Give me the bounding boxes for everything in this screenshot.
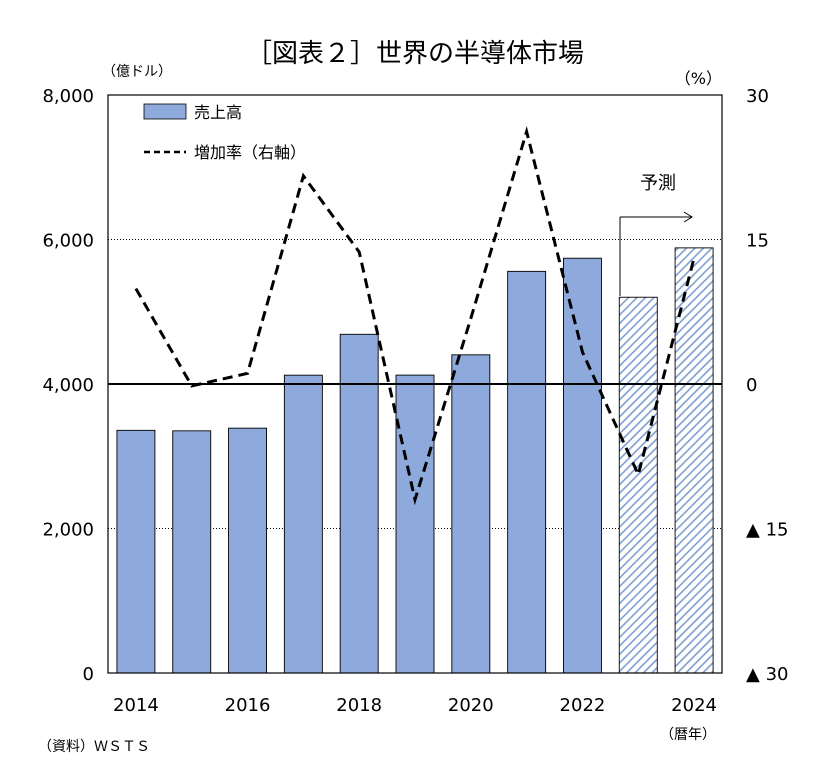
bar bbox=[395, 374, 435, 674]
bar bbox=[507, 270, 547, 674]
legend-label-growth: 増加率（右軸） bbox=[194, 143, 306, 162]
left-tick-label: 4,000 bbox=[42, 375, 94, 396]
x-tick-label: 2024 bbox=[671, 695, 717, 716]
forecast-marker: 予測 bbox=[619, 173, 693, 296]
bar-layer bbox=[116, 247, 714, 674]
bar-forecast bbox=[674, 247, 714, 674]
bar bbox=[228, 427, 267, 674]
forecast-arrow-head-icon bbox=[683, 211, 693, 223]
left-tick-label: 0 bbox=[83, 664, 94, 685]
legend-label-sales: 売上高 bbox=[194, 103, 242, 122]
x-tick-label: 2014 bbox=[113, 695, 159, 716]
bar bbox=[451, 354, 491, 674]
bar bbox=[563, 257, 602, 674]
bar bbox=[116, 429, 156, 674]
left-axis-unit: （億ドル） bbox=[102, 64, 172, 80]
bar bbox=[339, 333, 379, 674]
chart-title: ［図表２］世界の半導体市場 bbox=[246, 39, 584, 69]
bar bbox=[283, 374, 323, 674]
bar-forecast bbox=[618, 296, 658, 674]
x-tick-label: 2016 bbox=[225, 695, 271, 716]
source-note: （資料）ＷＳＴＳ bbox=[38, 739, 150, 755]
left-axis-ticks: 0 2,000 4,000 6,000 8,000 bbox=[42, 86, 94, 685]
left-tick-label: 6,000 bbox=[42, 231, 94, 252]
right-tick-label: 15 bbox=[746, 231, 769, 252]
x-axis-ticks: 2014 2016 2018 2020 2022 2024 bbox=[113, 695, 717, 716]
x-axis-unit: （暦年） bbox=[660, 727, 716, 743]
left-tick-label: 8,000 bbox=[42, 86, 94, 107]
plot-frame bbox=[107, 94, 723, 674]
forecast-label: 予測 bbox=[640, 173, 676, 194]
growth-rate-line bbox=[134, 125, 696, 506]
right-tick-label: ▲ 15 bbox=[746, 520, 788, 541]
right-axis-unit: （%） bbox=[675, 69, 722, 88]
x-tick-label: 2022 bbox=[560, 695, 606, 716]
right-axis-ticks: ▲ 30 ▲ 15 0 15 30 bbox=[746, 86, 788, 685]
right-tick-label: 0 bbox=[746, 375, 757, 396]
legend-swatch-sales bbox=[143, 103, 187, 120]
bar bbox=[172, 430, 212, 674]
x-tick-label: 2020 bbox=[448, 695, 494, 716]
legend: 売上高 増加率（右軸） bbox=[143, 103, 306, 162]
right-tick-label: ▲ 30 bbox=[746, 664, 788, 685]
right-tick-label: 30 bbox=[746, 86, 769, 107]
x-tick-label: 2018 bbox=[336, 695, 382, 716]
left-tick-label: 2,000 bbox=[42, 520, 94, 541]
